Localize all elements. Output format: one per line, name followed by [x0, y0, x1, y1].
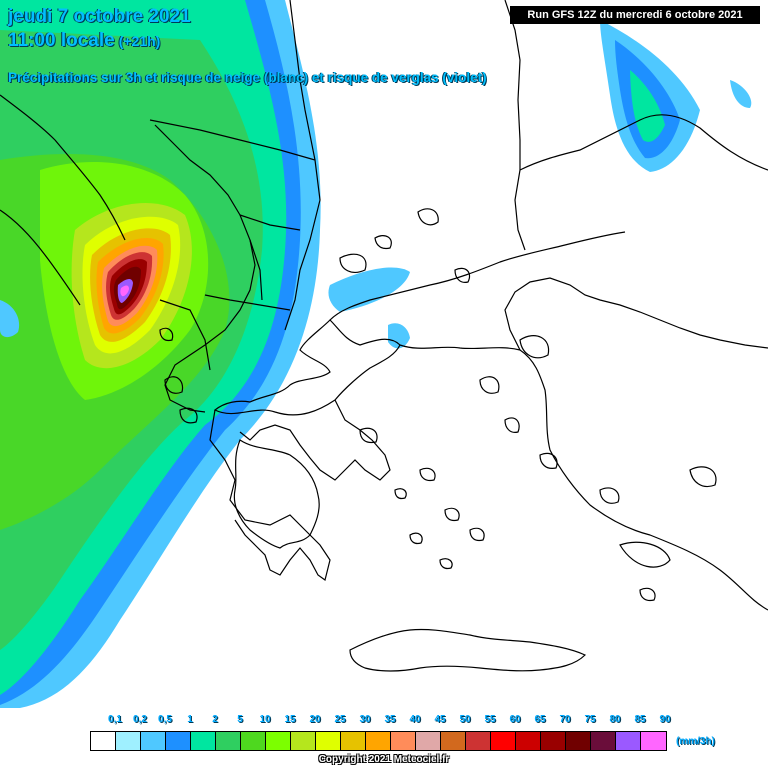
- legend-color-scale: [90, 731, 667, 751]
- legend-tick: 80: [609, 714, 621, 725]
- legend-swatch: [391, 732, 416, 750]
- forecast-time: 11:00 locale: [8, 30, 115, 51]
- legend-tick: 0,2: [133, 714, 147, 725]
- legend-tick: 25: [334, 714, 346, 725]
- legend-swatch: [166, 732, 191, 750]
- legend-swatch: [566, 732, 591, 750]
- legend-tick: 75: [584, 714, 596, 725]
- legend-swatch: [241, 732, 266, 750]
- legend-tick: 60: [509, 714, 521, 725]
- legend-tick: 50: [459, 714, 471, 725]
- model-run-label: Run GFS 12Z du mercredi 6 octobre 2021: [510, 6, 760, 24]
- legend-tick: 90: [659, 714, 671, 725]
- legend-swatch: [641, 732, 666, 750]
- legend-tick: 15: [284, 714, 296, 725]
- precipitation-field: [0, 0, 752, 708]
- legend-swatch: [316, 732, 341, 750]
- legend-tick: 1: [187, 714, 193, 725]
- forecast-lead-time: (+21h): [118, 33, 161, 49]
- legend-tick: 55: [484, 714, 496, 725]
- legend-tick: 70: [559, 714, 571, 725]
- legend-swatch: [441, 732, 466, 750]
- coastlines: [0, 0, 768, 672]
- legend-swatch: [116, 732, 141, 750]
- legend-swatch: [516, 732, 541, 750]
- legend-swatch: [216, 732, 241, 750]
- map-description: Précipitations sur 3h et risque de neige…: [8, 70, 487, 85]
- legend-tick: 30: [359, 714, 371, 725]
- legend-swatch: [541, 732, 566, 750]
- legend-swatch: [616, 732, 641, 750]
- legend-tick: 65: [534, 714, 546, 725]
- legend-tick: 20: [309, 714, 321, 725]
- legend-tick-labels: 0,1 0,2 0,5 1 2 5 10 15 20 25 30 35 40 45 50 55 60 65 70 75…: [90, 714, 690, 728]
- legend-tick: 0,1: [108, 714, 122, 725]
- legend-tick: 85: [634, 714, 646, 725]
- forecast-time-line: 11:00 locale (+21h): [8, 30, 160, 52]
- legend-swatch: [266, 732, 291, 750]
- legend-unit: (mm/3h): [676, 736, 715, 747]
- legend-swatch: [416, 732, 441, 750]
- legend-swatch: [291, 732, 316, 750]
- legend-tick: 5: [237, 714, 243, 725]
- legend-swatch: [91, 732, 116, 750]
- forecast-date: jeudi 7 octobre 2021: [8, 6, 191, 27]
- legend-tick: 40: [409, 714, 421, 725]
- copyright-notice: Copyright 2021 Meteociel.fr: [318, 754, 450, 765]
- legend-swatch: [591, 732, 616, 750]
- legend-swatch: [341, 732, 366, 750]
- legend-swatch: [141, 732, 166, 750]
- legend-swatch: [491, 732, 516, 750]
- legend-tick: 2: [212, 714, 218, 725]
- legend-tick: 35: [384, 714, 396, 725]
- legend-swatch: [191, 732, 216, 750]
- legend-swatch: [466, 732, 491, 750]
- legend-tick: 10: [259, 714, 271, 725]
- legend-tick: 45: [434, 714, 446, 725]
- legend-swatch: [366, 732, 391, 750]
- legend-tick: 0,5: [158, 714, 172, 725]
